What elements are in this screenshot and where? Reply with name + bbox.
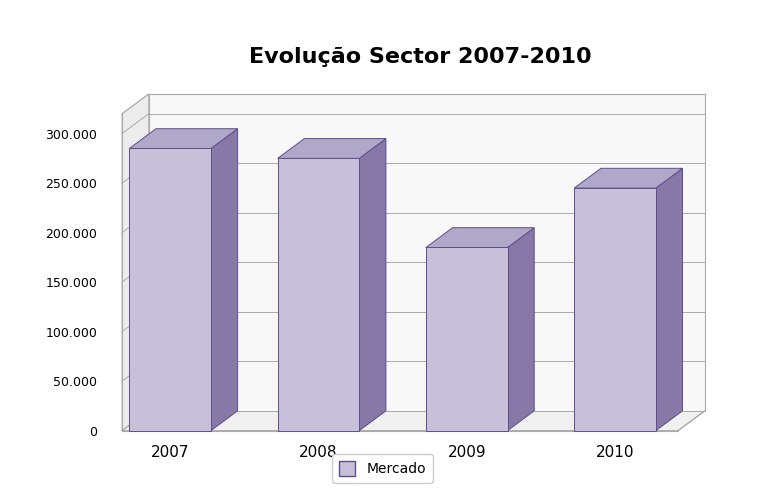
Polygon shape: [360, 139, 386, 431]
Polygon shape: [278, 158, 360, 431]
Polygon shape: [426, 248, 507, 431]
Polygon shape: [278, 139, 386, 158]
Polygon shape: [129, 148, 211, 431]
Title: Evolução Sector 2007-2010: Evolução Sector 2007-2010: [249, 47, 592, 66]
Polygon shape: [122, 411, 705, 431]
Legend: Mercado: Mercado: [332, 454, 433, 483]
Polygon shape: [575, 168, 682, 188]
Polygon shape: [129, 129, 238, 148]
Polygon shape: [122, 94, 148, 431]
Polygon shape: [426, 228, 534, 248]
Polygon shape: [148, 94, 705, 411]
Polygon shape: [656, 168, 682, 431]
Polygon shape: [507, 228, 534, 431]
Polygon shape: [575, 188, 656, 431]
Polygon shape: [211, 129, 238, 431]
